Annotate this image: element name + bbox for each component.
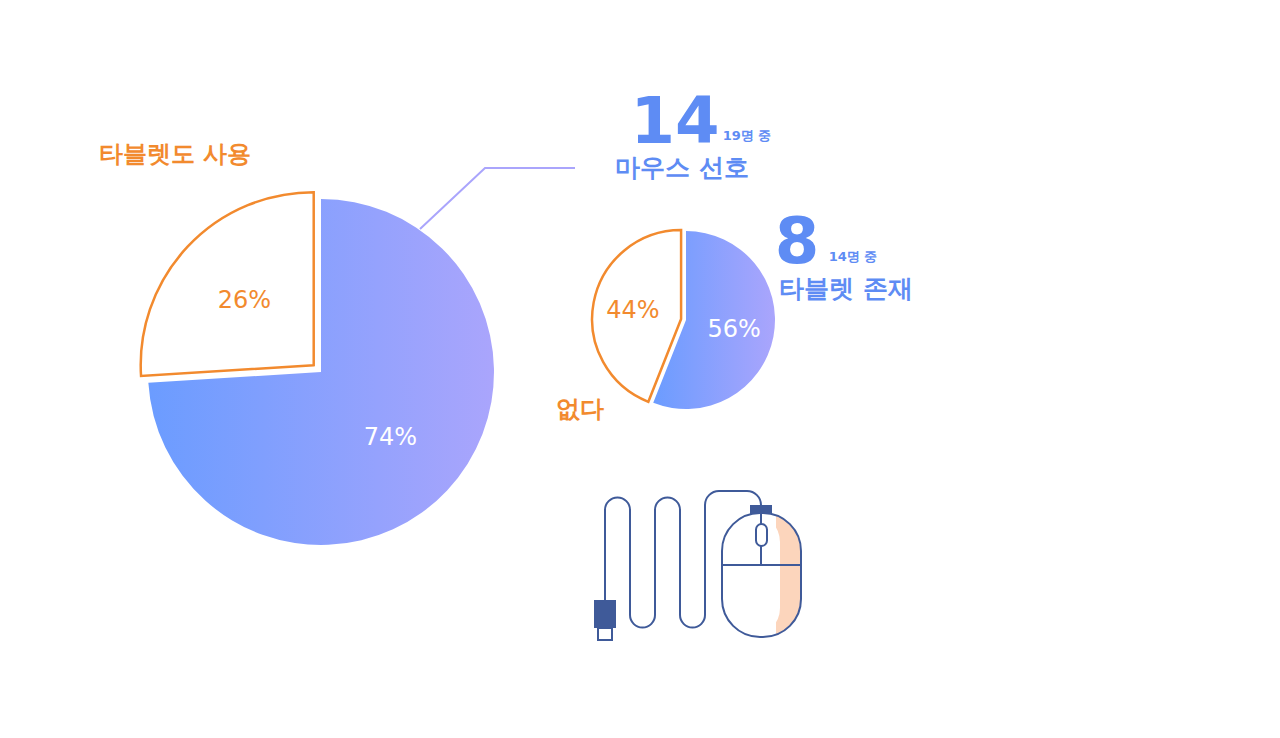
mouse-icon (594, 491, 801, 640)
mouse-shade (722, 513, 801, 637)
data-label: 56% (707, 315, 760, 343)
pie-chart: 74%26%마우스 선호타블렛도 사용1419명 중 (99, 84, 771, 545)
data-label: 26% (218, 286, 271, 314)
category-label: 타블렛도 사용 (99, 140, 251, 168)
scroll-wheel (756, 524, 767, 546)
data-label: 74% (364, 423, 417, 451)
data-label: 44% (606, 296, 659, 324)
category-label: 없다 (556, 395, 604, 423)
mouse-face (740, 513, 776, 637)
annotation-value: 14 (630, 84, 719, 158)
usb-plug (594, 600, 616, 628)
canvas: 74%26%마우스 선호타블렛도 사용1419명 중56%44%타블렛 존재없다… (0, 0, 1280, 738)
annotation-value: 8 (775, 204, 820, 278)
annotation-note: 19명 중 (723, 128, 772, 143)
usb-tip (598, 628, 612, 640)
category-label: 타블렛 존재 (779, 274, 913, 303)
mouse-face (722, 513, 780, 637)
mouse-body (722, 513, 801, 637)
connector (750, 505, 772, 514)
pie-slice (141, 192, 314, 376)
pie-chart: 56% 44% 타블렛 존재없다 8 14명 중 (556, 204, 913, 423)
pie-slice (592, 230, 681, 402)
annotation-note: 14명 중 (829, 249, 878, 264)
leader-line (420, 168, 575, 229)
